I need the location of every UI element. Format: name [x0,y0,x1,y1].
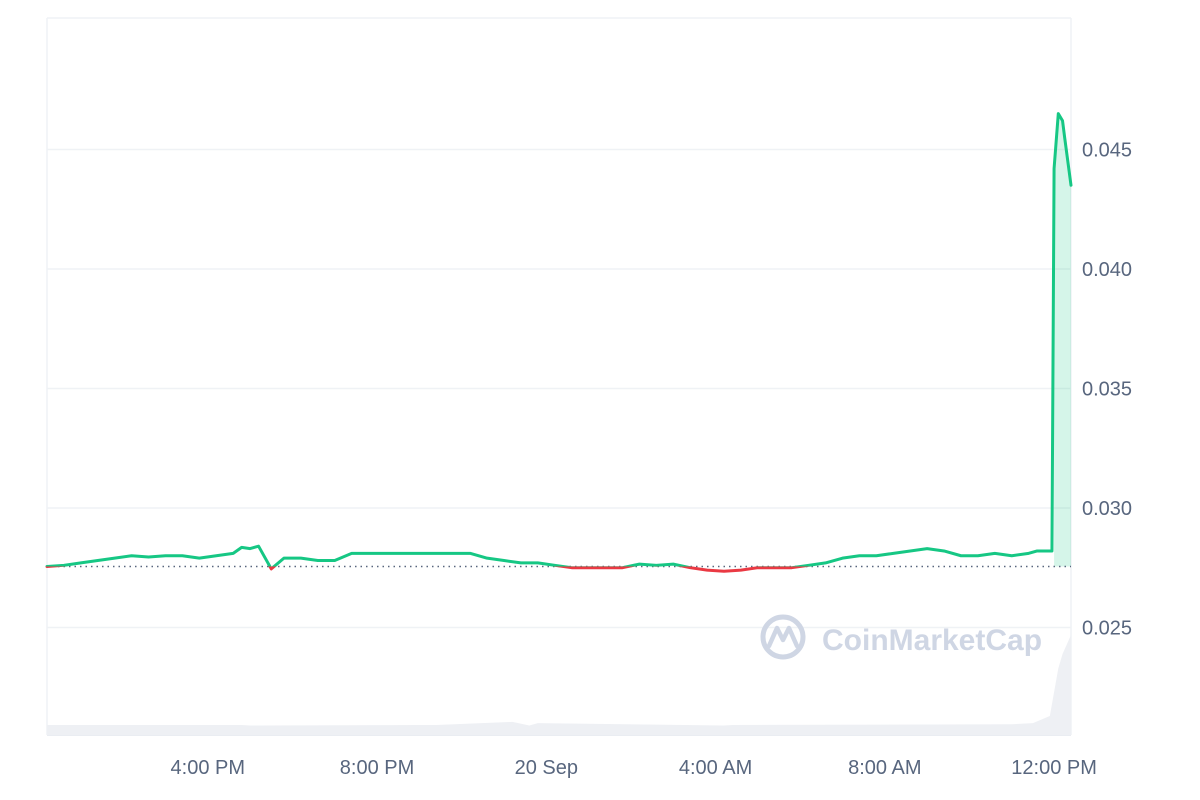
spike-fill [1054,113,1071,567]
volume-bars [47,635,1071,735]
x-tick-label-4: 8:00 AM [848,757,921,779]
coinmarketcap-logo-icon [760,614,806,660]
x-tick-label-1: 8:00 PM [340,757,414,779]
y-tick-label-2: 0.035 [1082,378,1132,400]
y-tick-label-4: 0.045 [1082,139,1132,161]
axis-ticks: 0.025 0.030 0.035 0.040 0.045 4:00 PM 8:00 PM 2… [171,139,1133,779]
watermark-text: CoinMarketCap [822,624,1042,657]
price-line [45,112,1073,573]
y-tick-label-1: 0.030 [1082,498,1132,520]
price-line-up [45,112,1073,567]
x-tick-label-2: 20 Sep [515,757,578,779]
x-tick-label-0: 4:00 PM [171,757,245,779]
x-tick-label-3: 4:00 AM [679,757,752,779]
y-tick-label-3: 0.040 [1082,259,1132,281]
watermark: CoinMarketCap [760,614,1042,660]
price-line-down [45,566,811,573]
x-tick-label-5: 12:00 PM [1011,757,1097,779]
y-tick-label-0: 0.025 [1082,617,1132,639]
volume-area [47,635,1071,735]
